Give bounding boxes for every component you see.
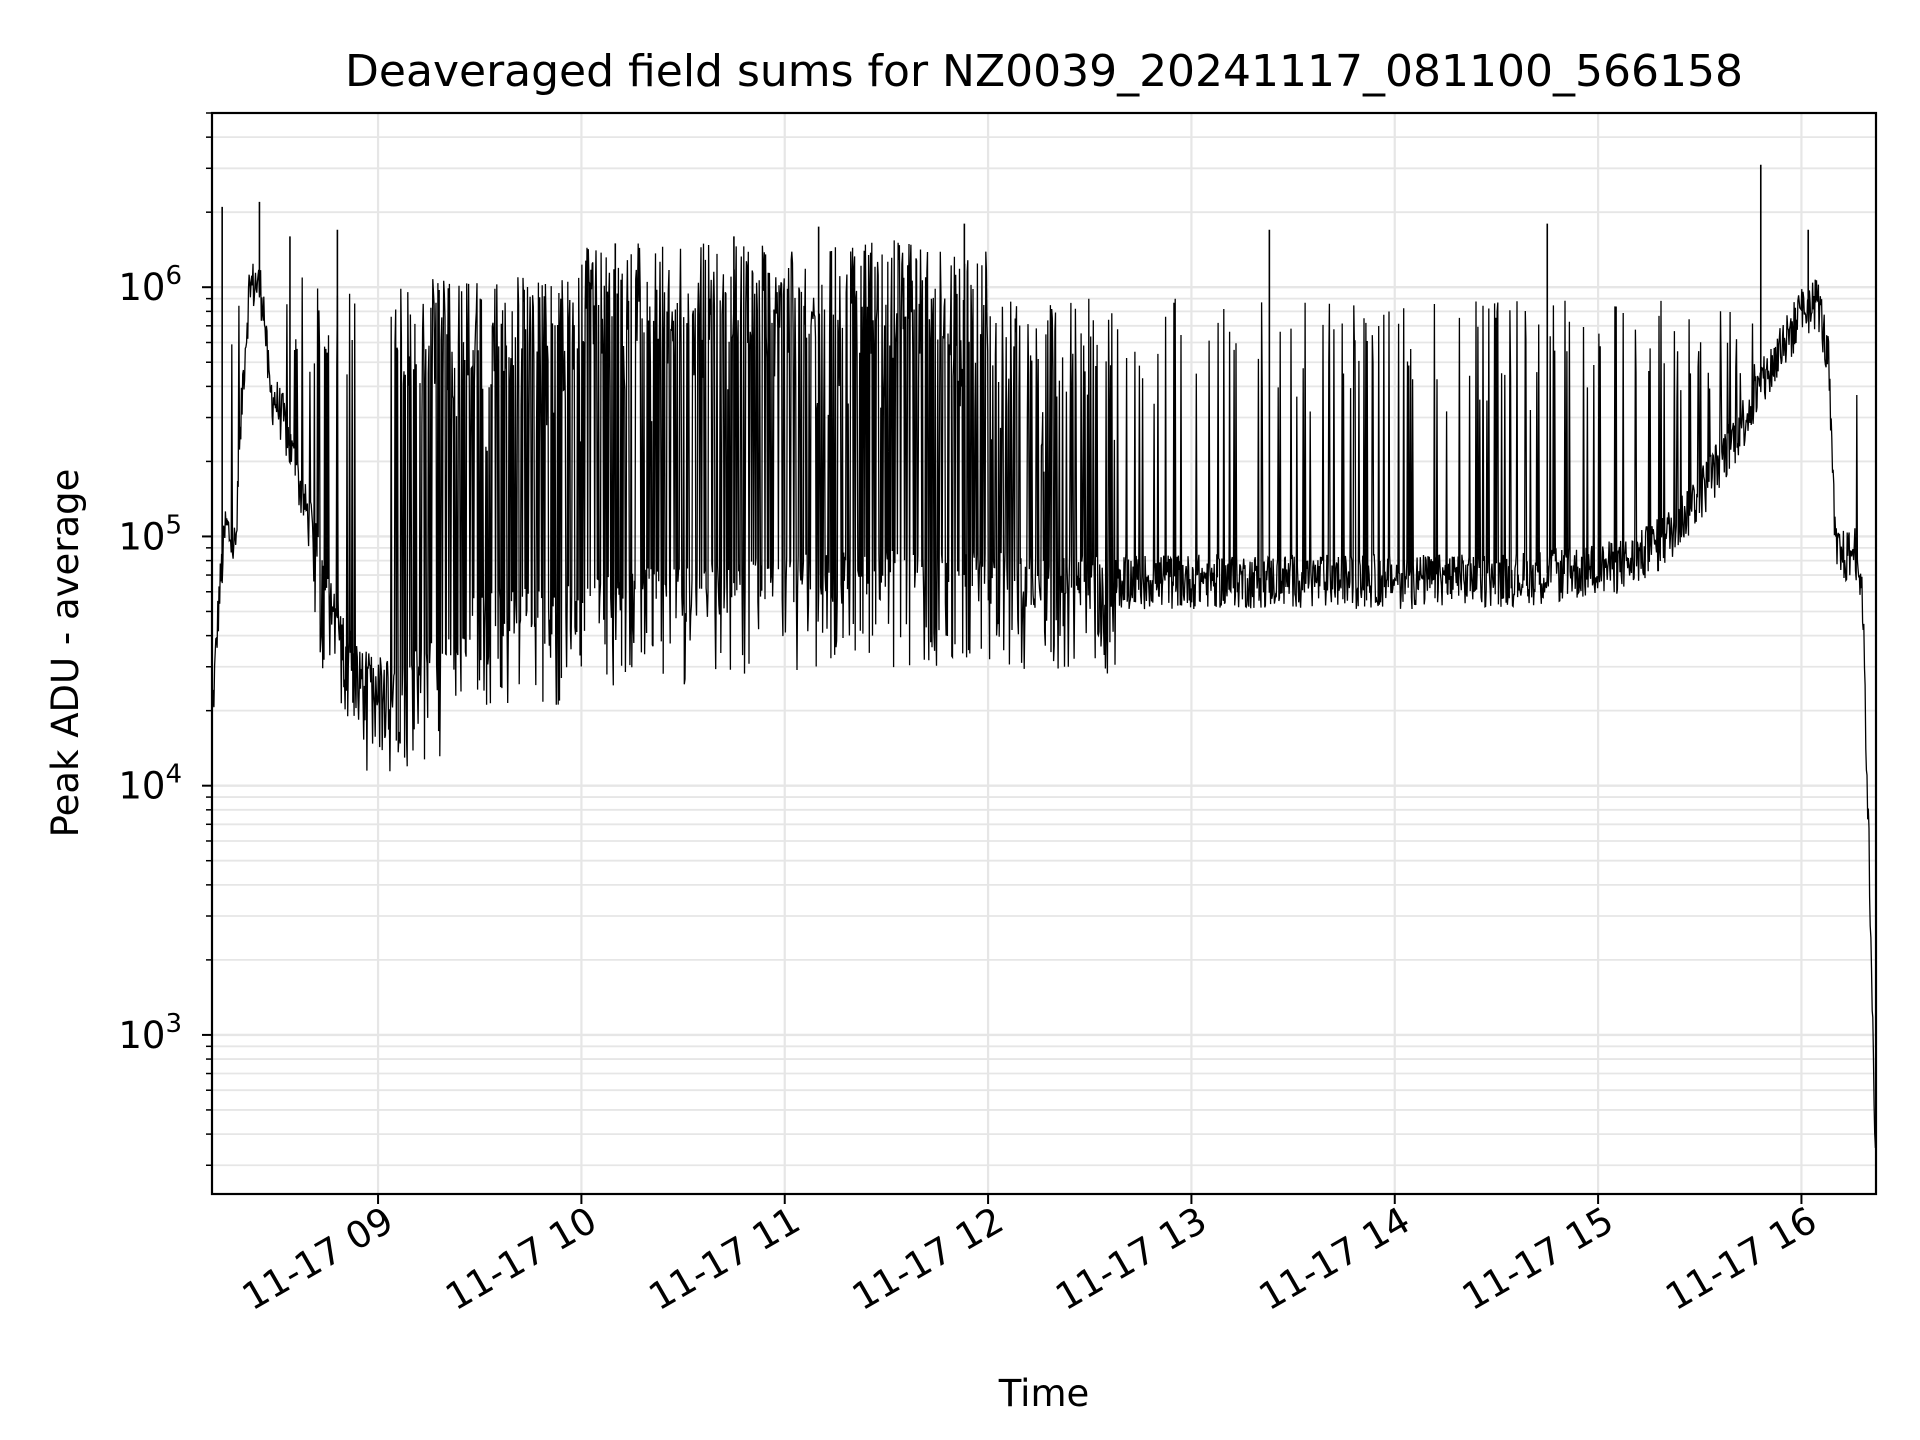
chart-title: Deaveraged field sums for NZ0039_2024111… [345,46,1743,97]
y-axis-label: Peak ADU - average [44,469,87,838]
data-area [211,164,1877,1149]
series-line [211,240,1877,1149]
plot-frame [210,111,1878,1196]
y-tick-label: 106 [118,261,182,309]
x-axis-label: Time [998,1372,1090,1415]
y-tick-label: 103 [118,1009,182,1057]
y-tick-label: 104 [118,760,182,808]
y-tick-label: 105 [118,510,182,558]
